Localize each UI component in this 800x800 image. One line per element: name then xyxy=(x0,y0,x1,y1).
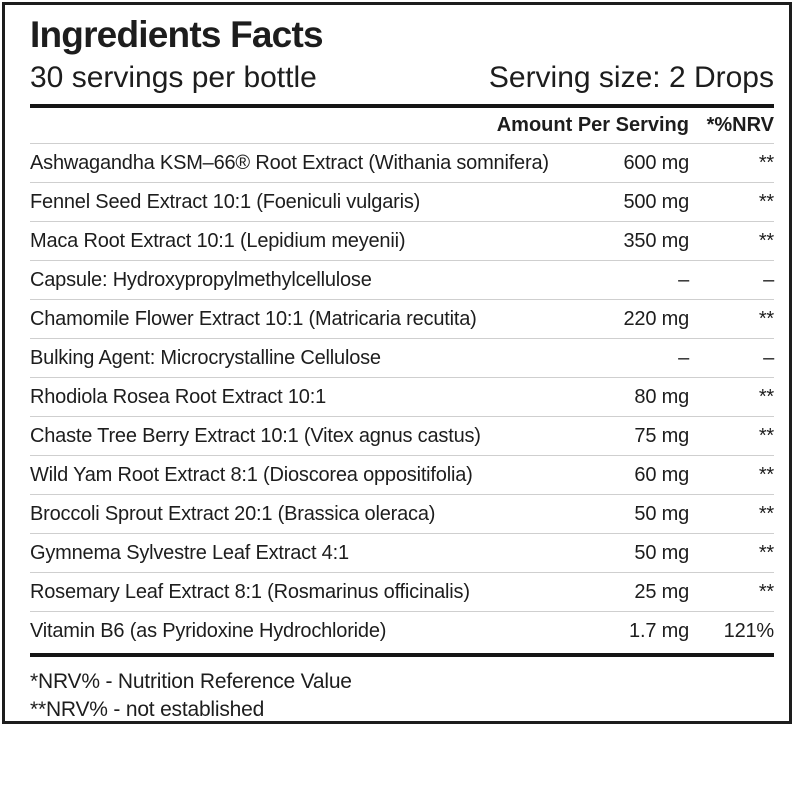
ingredient-name: Gymnema Sylvestre Leaf Extract 4:1 xyxy=(30,541,349,564)
ingredients-facts-label: Ingredients Facts 30 servings per bottle… xyxy=(2,2,792,724)
header-divider-bar xyxy=(30,104,774,108)
ingredient-name: Capsule: Hydroxypropylmethylcellulose xyxy=(30,268,372,291)
table-row: Rhodiola Rosea Root Extract 10:1 80 mg ** xyxy=(30,377,774,416)
table-row: Broccoli Sprout Extract 20:1 (Brassica o… xyxy=(30,494,774,533)
serving-info-row: 30 servings per bottle Serving size: 2 D… xyxy=(30,59,774,96)
ingredient-amount: 75 mg xyxy=(634,424,689,447)
ingredients-table-rows: Ashwagandha KSM–66® Root Extract (Withan… xyxy=(30,143,774,650)
ingredient-amount: 60 mg xyxy=(634,463,689,486)
table-row: Fennel Seed Extract 10:1 (Foeniculi vulg… xyxy=(30,182,774,221)
table-row: Wild Yam Root Extract 8:1 (Dioscorea opp… xyxy=(30,455,774,494)
ingredient-name: Bulking Agent: Microcrystalline Cellulos… xyxy=(30,346,381,369)
ingredient-amount: – xyxy=(678,346,689,369)
ingredient-nrv: ** xyxy=(758,424,774,447)
table-row: Chamomile Flower Extract 10:1 (Matricari… xyxy=(30,299,774,338)
ingredient-amount: 350 mg xyxy=(623,229,689,252)
ingredient-nrv: ** xyxy=(758,307,774,330)
ingredient-nrv: ** xyxy=(758,580,774,603)
ingredient-nrv: ** xyxy=(758,385,774,408)
ingredient-name: Vitamin B6 (as Pyridoxine Hydrochloride) xyxy=(30,619,387,642)
ingredient-nrv: ** xyxy=(758,541,774,564)
column-header-amount: Amount Per Serving xyxy=(496,114,689,136)
footnote-nrv-not-established: **NRV% - not established xyxy=(30,698,265,721)
ingredient-amount: 500 mg xyxy=(623,190,689,213)
servings-per-bottle: 30 servings per bottle xyxy=(30,61,317,94)
ingredient-amount: 600 mg xyxy=(623,151,689,174)
ingredient-amount: 50 mg xyxy=(634,541,689,564)
ingredient-amount: 80 mg xyxy=(634,385,689,408)
footnotes: *NRV% - Nutrition Reference Value **NRV%… xyxy=(30,668,774,724)
ingredient-nrv: – xyxy=(763,268,774,291)
table-row: Rosemary Leaf Extract 8:1 (Rosmarinus of… xyxy=(30,572,774,611)
ingredient-name: Rosemary Leaf Extract 8:1 (Rosmarinus of… xyxy=(30,580,470,603)
ingredient-amount: 25 mg xyxy=(634,580,689,603)
table-row: Vitamin B6 (as Pyridoxine Hydrochloride)… xyxy=(30,611,774,650)
table-row: Gymnema Sylvestre Leaf Extract 4:1 50 mg *… xyxy=(30,533,774,572)
ingredient-nrv: ** xyxy=(758,502,774,525)
table-header-row: Amount Per Serving *%NRV xyxy=(30,108,774,143)
ingredient-name: Chamomile Flower Extract 10:1 (Matricari… xyxy=(30,307,477,330)
table-row: Chaste Tree Berry Extract 10:1 (Vitex ag… xyxy=(30,416,774,455)
ingredient-nrv: ** xyxy=(758,229,774,252)
ingredient-nrv: ** xyxy=(758,151,774,174)
footnote-nrv-reference: *NRV% - Nutrition Reference Value xyxy=(30,670,352,693)
ingredient-name: Chaste Tree Berry Extract 10:1 (Vitex ag… xyxy=(30,424,481,447)
table-row: Capsule: Hydroxypropylmethylcellulose – – xyxy=(30,260,774,299)
ingredient-amount: 1.7 mg xyxy=(629,619,689,642)
ingredient-name: Fennel Seed Extract 10:1 (Foeniculi vulg… xyxy=(30,190,421,213)
ingredient-name: Ashwagandha KSM–66® Root Extract (Withan… xyxy=(30,151,549,174)
label-title: Ingredients Facts xyxy=(30,14,324,55)
ingredient-amount: 220 mg xyxy=(623,307,689,330)
ingredient-name: Broccoli Sprout Extract 20:1 (Brassica o… xyxy=(30,502,436,525)
ingredient-name: Wild Yam Root Extract 8:1 (Dioscorea opp… xyxy=(30,463,473,486)
footer-divider-bar xyxy=(30,653,774,657)
ingredient-name: Rhodiola Rosea Root Extract 10:1 xyxy=(30,385,326,408)
ingredient-nrv: ** xyxy=(758,190,774,213)
table-row: Maca Root Extract 10:1 (Lepidium meyenii… xyxy=(30,221,774,260)
ingredient-amount: 50 mg xyxy=(634,502,689,525)
ingredient-nrv: 121% xyxy=(723,619,775,642)
ingredient-name: Maca Root Extract 10:1 (Lepidium meyenii… xyxy=(30,229,406,252)
ingredient-nrv: – xyxy=(763,346,774,369)
table-row: Bulking Agent: Microcrystalline Cellulos… xyxy=(30,338,774,377)
column-header-nrv: *%NRV xyxy=(706,114,774,136)
serving-size: Serving size: 2 Drops xyxy=(488,61,774,94)
table-row: Ashwagandha KSM–66® Root Extract (Withan… xyxy=(30,143,774,182)
ingredient-amount: – xyxy=(678,268,689,291)
ingredient-nrv: ** xyxy=(758,463,774,486)
